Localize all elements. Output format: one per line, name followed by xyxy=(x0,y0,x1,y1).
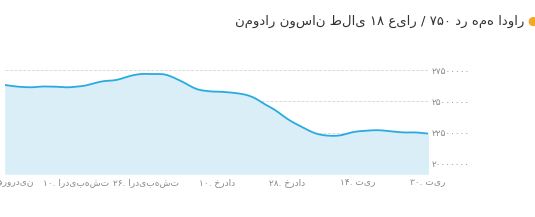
Text: نمودار نوسان طلای ۱۸ عیار / ۷۵۰ در همه ادوار: نمودار نوسان طلای ۱۸ عیار / ۷۵۰ در همه ا… xyxy=(235,15,524,28)
Text: ●: ● xyxy=(527,15,535,28)
